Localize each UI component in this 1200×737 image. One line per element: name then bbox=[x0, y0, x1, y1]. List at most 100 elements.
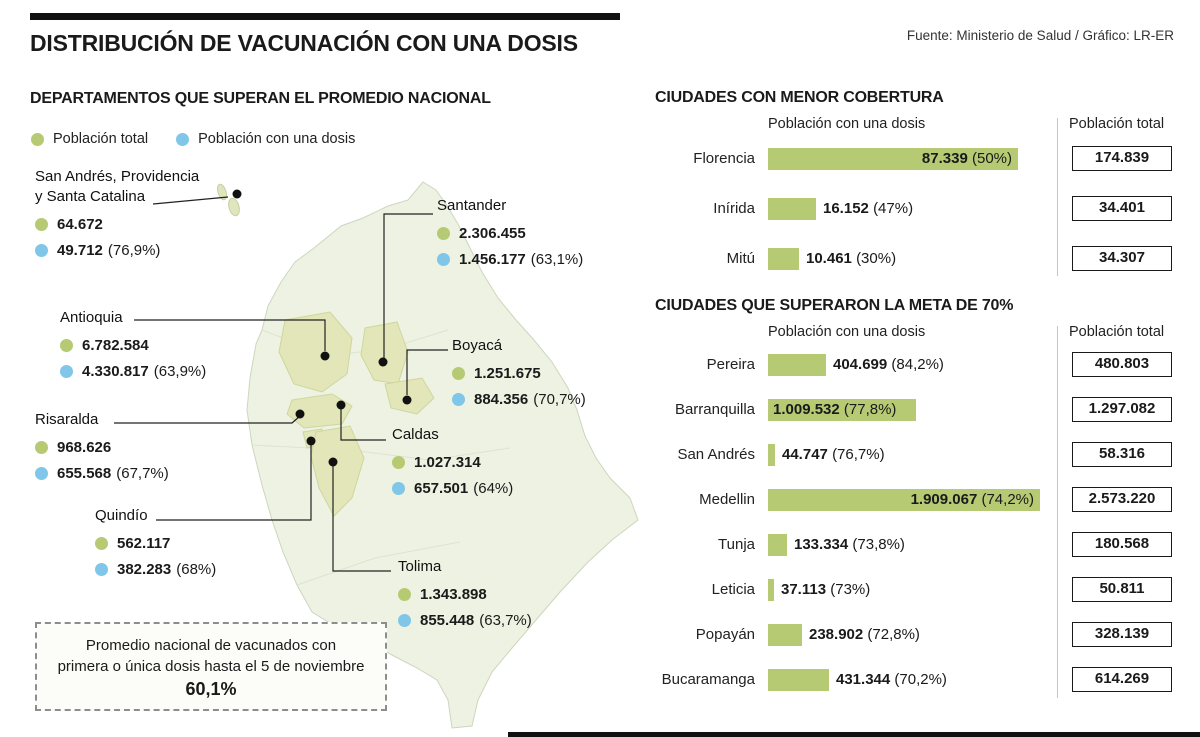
dose-value: 1.009.532 (77,8%) bbox=[773, 401, 897, 418]
city-row-bucaramanga: Bucaramanga 431.344 (70,2%) 614.269 bbox=[655, 667, 1175, 693]
coverage-pct: (30%) bbox=[856, 250, 897, 267]
total-row: 968.626 bbox=[35, 439, 169, 456]
coverage-pct: (76,9%) bbox=[107, 242, 161, 259]
total-box: 614.269 bbox=[1072, 667, 1172, 692]
dose-value: 87.339 (50%) bbox=[921, 150, 1012, 167]
total-box: 50.811 bbox=[1072, 577, 1172, 602]
leader-line-tolima bbox=[332, 466, 391, 572]
bottom-rule bbox=[508, 732, 1200, 737]
note-line2: primera o única dosis hasta el 5 de novi… bbox=[57, 658, 365, 675]
dept-shape-antioquia bbox=[278, 311, 353, 393]
department-callout-santander: Santander 2.306.455 1.456.177 (63,1%) bbox=[437, 196, 583, 268]
dose-bar bbox=[768, 624, 802, 646]
department-callout-risaralda: Risaralda 968.626 655.568 (67,7%) bbox=[35, 410, 169, 482]
blue-dot-icon bbox=[60, 365, 73, 378]
cities-low-section: CIUDADES CON MENOR COBERTURA Población c… bbox=[655, 88, 1175, 276]
total-box: 34.307 bbox=[1072, 246, 1172, 271]
map-marker-san-andres bbox=[232, 189, 242, 199]
coverage-pct: (63,1%) bbox=[530, 251, 584, 268]
map-marker-santander bbox=[378, 357, 388, 367]
source-credit: Fuente: Ministerio de Salud / Gráfico: L… bbox=[906, 28, 1174, 43]
city-name: Pereira bbox=[706, 356, 755, 373]
column-headers: Población con una dosis Población total bbox=[655, 116, 1175, 136]
leader-line-risaralda bbox=[114, 415, 301, 424]
dose-value: 10.461 (30%) bbox=[806, 250, 897, 267]
blue-dot-icon bbox=[95, 563, 108, 576]
col-header-dose: Población con una dosis bbox=[768, 116, 926, 132]
green-dot-icon bbox=[392, 456, 405, 469]
total-row: 1.027.314 bbox=[392, 454, 513, 471]
department-callout-caldas: Caldas 1.027.314 657.501 (64%) bbox=[392, 425, 513, 497]
leader-line-santander bbox=[383, 213, 433, 358]
cities-high-section: CIUDADES QUE SUPERARON LA META DE 70% Po… bbox=[655, 296, 1175, 698]
city-name: Popayán bbox=[695, 626, 755, 643]
leader-line-caldas bbox=[340, 409, 386, 441]
dose-bar: 87.339 (50%) bbox=[768, 148, 1018, 170]
cities-low-heading: CIUDADES CON MENOR COBERTURA bbox=[655, 89, 944, 106]
dept-shape-boyaca bbox=[384, 377, 435, 415]
total-row: 6.782.584 bbox=[60, 337, 206, 354]
dose-value: 37.113 (73%) bbox=[781, 581, 871, 598]
dose-value: 238.902 (72,8%) bbox=[809, 626, 920, 643]
coverage-pct: (73,8%) bbox=[852, 536, 905, 553]
colombia-outline bbox=[246, 181, 639, 729]
map-marker-boyaca bbox=[402, 395, 412, 405]
total-row: 562.117 bbox=[95, 535, 216, 552]
dose-value: 855.448 bbox=[420, 612, 475, 629]
col-header-total: Población total bbox=[1069, 116, 1165, 132]
internal-border bbox=[296, 541, 461, 586]
dose-value: 16.152 (47%) bbox=[823, 200, 914, 217]
map-marker-antioquia bbox=[320, 351, 330, 361]
city-row-medellin: Medellin 1.909.067 (74,2%) 2.573.220 bbox=[655, 487, 1175, 513]
column-divider bbox=[1057, 118, 1058, 276]
city-name: Inírida bbox=[713, 200, 755, 217]
departments-heading: DEPARTAMENTOS QUE SUPERAN EL PROMEDIO NA… bbox=[30, 90, 491, 107]
dose-value: 4.330.817 bbox=[82, 363, 149, 380]
coverage-pct: (70,2%) bbox=[894, 671, 947, 688]
total-box: 180.568 bbox=[1072, 532, 1172, 557]
dose-value: 133.334 (73,8%) bbox=[794, 536, 905, 553]
department-callout-tolima: Tolima 1.343.898 855.448 (63,7%) bbox=[398, 557, 532, 629]
dose-bar bbox=[768, 534, 787, 556]
green-dot-icon bbox=[31, 132, 44, 146]
total-box: 34.401 bbox=[1072, 196, 1172, 221]
city-name: Florencia bbox=[693, 150, 755, 167]
coverage-pct: (84,2%) bbox=[891, 356, 944, 373]
total-value: 968.626 bbox=[57, 439, 112, 456]
dose-row: 1.456.177 (63,1%) bbox=[437, 251, 583, 268]
total-value: 64.672 bbox=[57, 216, 103, 233]
total-row: 1.343.898 bbox=[398, 586, 532, 603]
total-row: 1.251.675 bbox=[452, 365, 586, 382]
blue-dot-icon bbox=[452, 393, 465, 406]
dose-value: 655.568 bbox=[57, 465, 112, 482]
total-box: 58.316 bbox=[1072, 442, 1172, 467]
cities-panel: CIUDADES CON MENOR COBERTURA Población c… bbox=[655, 88, 1175, 712]
total-row: 2.306.455 bbox=[437, 225, 583, 242]
legend-item-dose: Población con una dosis bbox=[176, 131, 355, 147]
page-title: DISTRIBUCIÓN DE VACUNACIÓN CON UNA DOSIS bbox=[30, 30, 578, 56]
dose-bar bbox=[768, 354, 826, 376]
coverage-pct: (70,7%) bbox=[533, 391, 586, 408]
dose-bar: 1.909.067 (74,2%) bbox=[768, 489, 1040, 511]
coverage-pct: (63,9%) bbox=[153, 363, 207, 380]
coverage-pct: (77,8%) bbox=[843, 401, 897, 418]
leader-line-quindio bbox=[156, 445, 312, 521]
dose-value: 49.712 bbox=[57, 242, 103, 259]
dose-row: 657.501 (64%) bbox=[392, 480, 513, 497]
map-marker-caldas bbox=[336, 400, 346, 410]
national-average-note: Promedio nacional de vacunados con prime… bbox=[35, 622, 387, 711]
dept-shape-tolima bbox=[310, 425, 365, 517]
dose-value: 884.356 bbox=[474, 391, 529, 408]
department-name: Risaralda bbox=[35, 411, 99, 428]
legend-total-label: Población total bbox=[53, 131, 149, 147]
city-row-san-andres: San Andrés 44.747 (76,7%) 58.316 bbox=[655, 442, 1175, 468]
coverage-pct: (67,7%) bbox=[116, 465, 169, 482]
department-name: Boyacá bbox=[452, 337, 503, 354]
city-name: Tunja bbox=[718, 536, 755, 553]
colombia-map bbox=[114, 181, 639, 729]
total-box: 328.139 bbox=[1072, 622, 1172, 647]
dose-row: 655.568 (67,7%) bbox=[35, 465, 169, 482]
coverage-pct: (68%) bbox=[176, 561, 217, 578]
blue-dot-icon bbox=[398, 614, 411, 627]
leader-line-antioquia bbox=[134, 319, 326, 351]
